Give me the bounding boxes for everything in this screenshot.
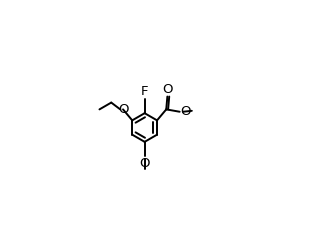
Text: O: O: [162, 83, 173, 96]
Text: F: F: [141, 85, 148, 98]
Text: O: O: [180, 105, 191, 118]
Text: O: O: [118, 103, 128, 116]
Text: O: O: [139, 157, 150, 170]
